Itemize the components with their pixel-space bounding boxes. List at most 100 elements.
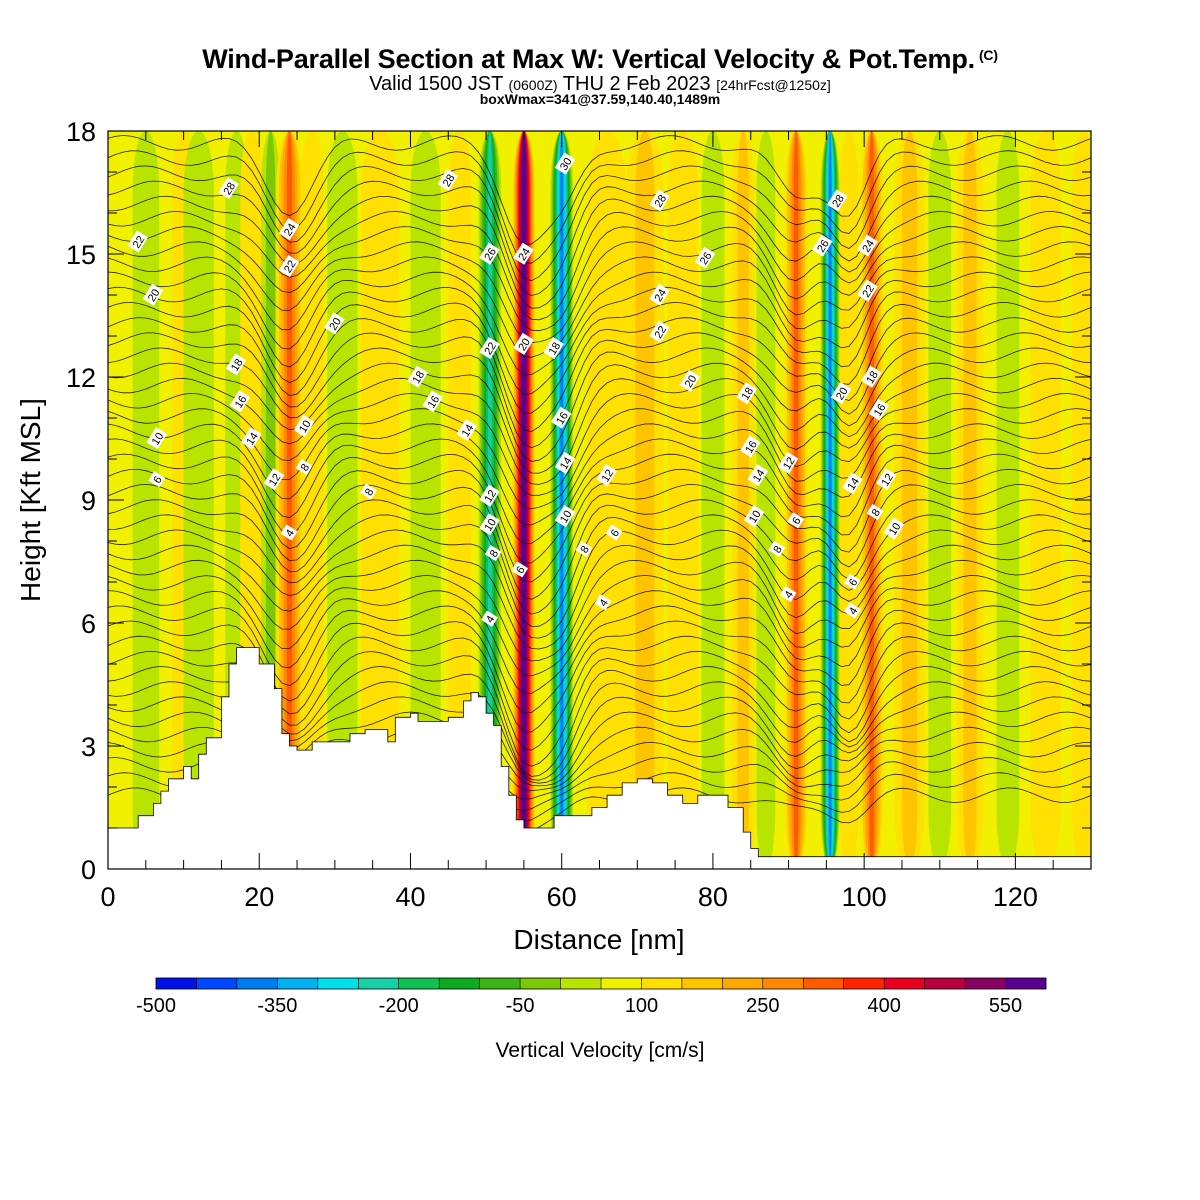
contour-label: 16	[422, 390, 443, 413]
isentrope-line	[108, 453, 1091, 564]
contour-label-bg	[787, 512, 805, 529]
contour-label-bg	[324, 312, 345, 335]
isentrope-line	[108, 559, 1091, 662]
isentrope-line	[108, 256, 1091, 358]
contour-label-text: 10	[747, 509, 764, 526]
contour-label: 18	[860, 365, 882, 388]
x-tick-label: 80	[698, 882, 728, 912]
contour-label-bg	[649, 283, 670, 306]
contour-label-bg	[479, 513, 500, 536]
velocity-band	[902, 131, 918, 869]
colorbar-swatch	[398, 978, 440, 989]
contour-label: 22	[649, 320, 670, 343]
contour-label-bg	[550, 406, 572, 429]
colorbar-swatch	[924, 978, 966, 989]
contour-label-text: 16	[554, 410, 571, 427]
colorbar-swatch	[560, 978, 602, 989]
chart-title-text: Wind-Parallel Section at Max W: Vertical…	[202, 44, 975, 74]
velocity-band	[183, 131, 214, 869]
contour-label: 12	[596, 464, 617, 487]
contour-label: 8	[575, 540, 593, 558]
contour-label: 14	[554, 451, 576, 474]
contour-label: 6	[605, 524, 623, 541]
contour-label: 20	[142, 283, 164, 306]
contour-label: 24	[649, 283, 670, 306]
isentrope-line	[108, 226, 1091, 332]
terrain-profile	[108, 647, 1091, 869]
contour-label: 4	[779, 585, 797, 603]
chart-valid-time: Valid 1500 JST (0600Z) THU 2 Feb 2023 [2…	[0, 73, 1200, 96]
contour-label-bg	[679, 369, 701, 392]
colorbar-swatch	[965, 978, 1006, 989]
contour-labels: 28 22 20 24 22 20 18 16 14 10 10 6 12 8 8 4 28 26 24 22 20 18…	[127, 152, 905, 627]
velocity-band	[667, 131, 698, 869]
contour-label-bg	[843, 602, 861, 619]
isentrope-line	[108, 529, 1091, 639]
contour-label: 10	[479, 513, 500, 536]
contour-label-text: 6	[790, 515, 803, 527]
contour-label-bg	[218, 177, 239, 200]
isentrope-line	[108, 544, 1091, 650]
colorbar-swatch	[358, 978, 400, 989]
contour-label-bg	[225, 353, 247, 376]
contour-label: 8	[768, 540, 786, 558]
velocity-band	[793, 131, 799, 869]
contour-label-bg	[142, 283, 164, 306]
isentrope-line	[108, 286, 1091, 395]
contour-label: 26	[811, 234, 833, 257]
colorbar-swatch	[520, 978, 561, 989]
isentrope-line	[108, 483, 1091, 600]
velocity-band	[560, 131, 563, 869]
contour-label-bg	[295, 458, 313, 476]
contour-label-text: 20	[683, 373, 700, 390]
colorbar-tick-label: 100	[625, 995, 658, 1017]
contour-label-text: 28	[441, 172, 458, 189]
contour-label: 24	[278, 218, 300, 241]
valid-prefix: Valid 1500 JST	[369, 73, 503, 95]
contour-label-text: 6	[514, 564, 527, 576]
colorbar-swatch	[277, 978, 319, 989]
velocity-band	[996, 131, 1020, 869]
contour-label-bg	[594, 594, 612, 611]
contour-label-text: 22	[482, 340, 499, 357]
contour-label-bg	[866, 503, 884, 521]
y-tick-label: 6	[81, 609, 96, 639]
contour-label: 8	[866, 503, 884, 521]
contour-label-bg	[857, 279, 878, 302]
colorbar-swatch	[641, 978, 683, 989]
velocity-band	[737, 131, 749, 869]
isentrope-line	[108, 241, 1091, 344]
contour-label: 14	[747, 464, 769, 487]
contour-label: 10	[293, 414, 315, 438]
contour-label-text: 6	[151, 474, 164, 486]
contour-label: 10	[883, 517, 905, 540]
contour-label-text: 24	[860, 238, 877, 255]
y-tick-label: 18	[66, 117, 96, 147]
contour-label-text: 10	[558, 509, 575, 526]
contour-label-bg	[860, 365, 882, 388]
isentrope-line	[108, 468, 1091, 583]
contour-label-text: 4	[484, 614, 497, 626]
contour-label: 28	[826, 189, 848, 212]
contour-label-bg	[278, 218, 300, 241]
contour-label: 6	[511, 561, 529, 578]
contour-label-bg	[649, 189, 670, 212]
contour-label-text: 16	[426, 394, 443, 411]
contour-label-bg	[456, 418, 478, 442]
contour-label: 24	[857, 234, 878, 257]
colorbar-swatch	[803, 978, 845, 989]
contour-label-bg	[736, 382, 757, 405]
contour-label: 14	[240, 427, 262, 450]
contour-label: 20	[830, 382, 852, 405]
contour-label: 10	[146, 427, 168, 450]
contour-label-text: 18	[411, 369, 428, 386]
colorbar-swatch	[479, 978, 521, 989]
contour-label-bg	[479, 242, 500, 265]
contour-label-text: 8	[299, 462, 312, 474]
contour-label-text: 16	[872, 402, 889, 419]
contour-label-text: 4	[847, 605, 860, 617]
contour-label-text: 16	[233, 394, 250, 411]
contour-label-text: 16	[743, 439, 760, 456]
contour-label-bg	[605, 524, 623, 541]
contour-label-bg	[743, 505, 765, 528]
